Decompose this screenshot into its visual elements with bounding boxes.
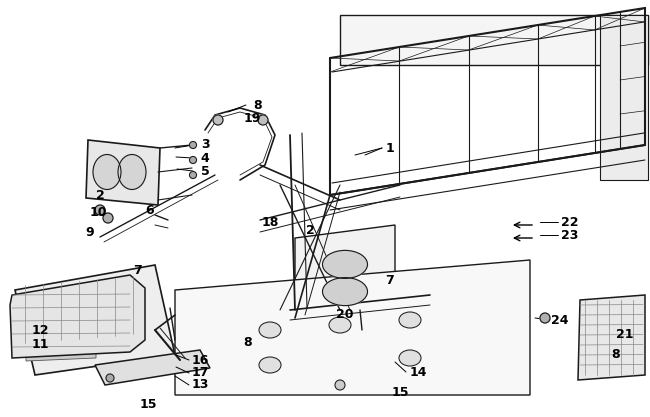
Text: 22: 22: [561, 216, 579, 229]
Text: 24: 24: [551, 314, 569, 327]
Polygon shape: [26, 348, 96, 361]
Text: 3: 3: [201, 138, 209, 151]
Text: 6: 6: [146, 203, 154, 216]
Text: 5: 5: [201, 164, 209, 178]
Ellipse shape: [399, 350, 421, 366]
Ellipse shape: [329, 317, 351, 333]
Ellipse shape: [322, 250, 367, 279]
Text: 15: 15: [139, 399, 157, 412]
Text: 2: 2: [306, 224, 315, 236]
Text: 19: 19: [243, 111, 261, 125]
Text: 7: 7: [385, 274, 395, 286]
Polygon shape: [86, 140, 160, 205]
Text: 18: 18: [261, 216, 279, 229]
Text: 21: 21: [616, 329, 634, 342]
Circle shape: [190, 141, 196, 148]
Text: 8: 8: [612, 349, 620, 362]
Circle shape: [95, 205, 105, 215]
Polygon shape: [95, 350, 210, 385]
Ellipse shape: [118, 155, 146, 189]
Polygon shape: [340, 15, 648, 65]
Text: 11: 11: [31, 339, 49, 352]
Ellipse shape: [322, 278, 367, 306]
Circle shape: [258, 115, 268, 125]
Text: 17: 17: [191, 367, 209, 379]
Ellipse shape: [399, 312, 421, 328]
Text: 7: 7: [134, 264, 142, 276]
Circle shape: [540, 313, 550, 323]
Polygon shape: [20, 297, 90, 310]
Circle shape: [335, 380, 345, 390]
Text: 10: 10: [89, 206, 107, 219]
Text: 23: 23: [562, 229, 578, 241]
Ellipse shape: [259, 357, 281, 373]
Polygon shape: [600, 15, 648, 180]
Text: 20: 20: [336, 309, 354, 322]
Text: 8: 8: [244, 336, 252, 349]
Polygon shape: [175, 260, 530, 395]
Circle shape: [106, 374, 114, 382]
Text: 8: 8: [254, 98, 263, 111]
Circle shape: [213, 115, 223, 125]
Ellipse shape: [93, 155, 121, 189]
Polygon shape: [24, 331, 94, 344]
Text: 9: 9: [86, 226, 94, 239]
Text: 14: 14: [410, 365, 427, 379]
Text: 13: 13: [191, 379, 209, 392]
Circle shape: [103, 213, 113, 223]
Polygon shape: [10, 275, 145, 358]
Text: 16: 16: [191, 354, 209, 367]
Text: 12: 12: [31, 324, 49, 337]
Text: 15: 15: [391, 387, 409, 399]
Polygon shape: [295, 225, 395, 318]
Text: 2: 2: [96, 188, 105, 201]
Ellipse shape: [259, 322, 281, 338]
Polygon shape: [15, 265, 175, 375]
Polygon shape: [22, 314, 92, 327]
Text: 1: 1: [385, 141, 395, 155]
Circle shape: [190, 171, 196, 178]
Circle shape: [190, 156, 196, 163]
Polygon shape: [578, 295, 645, 380]
Text: 4: 4: [201, 151, 209, 164]
